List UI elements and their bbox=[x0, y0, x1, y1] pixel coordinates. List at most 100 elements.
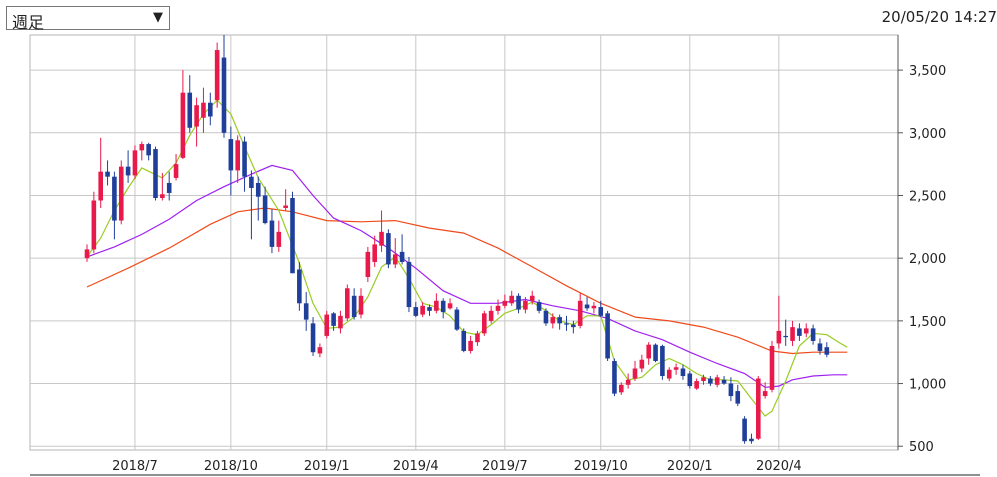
candle-body bbox=[180, 92, 186, 158]
candle-down bbox=[105, 160, 110, 186]
candle-body bbox=[475, 333, 480, 343]
candle-down bbox=[440, 298, 446, 319]
candle-body bbox=[112, 176, 117, 221]
candle-up bbox=[756, 376, 761, 440]
candle-down bbox=[187, 75, 193, 133]
candle-down bbox=[605, 310, 610, 361]
candle-up bbox=[502, 294, 508, 309]
candle-body bbox=[399, 251, 405, 262]
candle-body bbox=[680, 368, 686, 377]
candle-body bbox=[194, 105, 199, 127]
candle-body bbox=[345, 288, 350, 319]
candle-body bbox=[187, 92, 193, 128]
candle-up bbox=[324, 310, 330, 339]
candle-body bbox=[447, 303, 453, 309]
candle-up bbox=[509, 290, 514, 306]
candle-up bbox=[666, 367, 672, 382]
candle-down bbox=[564, 315, 569, 331]
candle-up bbox=[673, 363, 679, 375]
candle-down bbox=[386, 229, 391, 269]
candle-down bbox=[708, 376, 713, 387]
candle-body bbox=[440, 300, 446, 313]
candle-down bbox=[242, 136, 247, 192]
candle-up bbox=[180, 70, 186, 160]
candle-up bbox=[98, 137, 103, 209]
candle-body bbox=[762, 391, 768, 397]
candle-body bbox=[160, 194, 165, 198]
candle-down bbox=[653, 343, 658, 363]
candle-down bbox=[413, 302, 419, 318]
candle-up bbox=[201, 87, 206, 133]
candle-body bbox=[687, 373, 693, 387]
candle-up bbox=[160, 172, 165, 201]
candle-body bbox=[646, 344, 651, 359]
y-tick-label: 1,000 bbox=[909, 378, 946, 393]
candle-up bbox=[475, 330, 480, 346]
candle-down bbox=[166, 171, 172, 201]
candle-body bbox=[228, 139, 234, 171]
candle-body bbox=[372, 244, 377, 262]
candle-down bbox=[721, 376, 727, 385]
candle-body bbox=[756, 378, 761, 439]
candle-body bbox=[420, 305, 425, 315]
candle-body bbox=[427, 307, 432, 311]
candle-body bbox=[351, 295, 357, 318]
candle-up bbox=[139, 141, 145, 161]
candle-up bbox=[619, 382, 624, 395]
candle-body bbox=[98, 171, 103, 201]
candle-up bbox=[646, 342, 651, 365]
candle-up bbox=[468, 335, 473, 354]
candle-body bbox=[632, 368, 638, 379]
period-select[interactable]: 週足 ▼ bbox=[6, 6, 170, 32]
candle-body bbox=[810, 328, 816, 341]
candle-down bbox=[543, 308, 549, 326]
candle-down bbox=[427, 304, 432, 316]
candle-up bbox=[358, 288, 364, 319]
candle-body bbox=[365, 251, 371, 277]
candle-body bbox=[132, 150, 138, 176]
candle-up bbox=[550, 313, 556, 329]
candle-body bbox=[125, 166, 131, 176]
candle-body bbox=[584, 304, 590, 309]
candle-up bbox=[714, 374, 720, 388]
candle-body bbox=[564, 323, 569, 325]
period-select-value: 週足 bbox=[12, 13, 45, 32]
candle-up bbox=[173, 154, 179, 181]
x-tick-label: 2019/4 bbox=[393, 459, 439, 474]
candle-up bbox=[365, 246, 371, 282]
candle-up bbox=[632, 360, 638, 382]
candle-down bbox=[584, 297, 590, 311]
candle-body bbox=[721, 379, 727, 384]
candle-body bbox=[283, 205, 288, 209]
y-tick-label: 3,000 bbox=[909, 127, 946, 142]
candle-body bbox=[392, 254, 398, 265]
candle-down bbox=[255, 176, 261, 221]
candle-down bbox=[687, 371, 693, 389]
candle-up bbox=[803, 323, 809, 338]
candle-body bbox=[591, 305, 597, 309]
candle-body bbox=[262, 195, 268, 224]
candle-body bbox=[201, 102, 206, 118]
candle-body bbox=[502, 300, 508, 306]
candle-down bbox=[728, 377, 734, 402]
candle-up bbox=[84, 244, 90, 262]
candle-down bbox=[557, 314, 562, 330]
x-tick-label: 2020/4 bbox=[756, 459, 802, 474]
candle-body bbox=[529, 295, 535, 301]
candle-up bbox=[790, 320, 795, 346]
candle-up bbox=[482, 310, 487, 336]
candle-down bbox=[783, 319, 788, 346]
candle-body bbox=[488, 310, 494, 321]
candle-up bbox=[392, 238, 398, 269]
candle-up bbox=[317, 343, 323, 358]
candle-body bbox=[557, 317, 562, 324]
plot-area bbox=[29, 34, 899, 451]
candle-body bbox=[173, 164, 179, 178]
candle-up bbox=[214, 42, 220, 108]
candle-body bbox=[413, 307, 419, 316]
candle-up bbox=[118, 160, 124, 225]
candle-down bbox=[680, 364, 686, 380]
candle-down bbox=[153, 146, 158, 201]
candle-down bbox=[399, 234, 405, 265]
